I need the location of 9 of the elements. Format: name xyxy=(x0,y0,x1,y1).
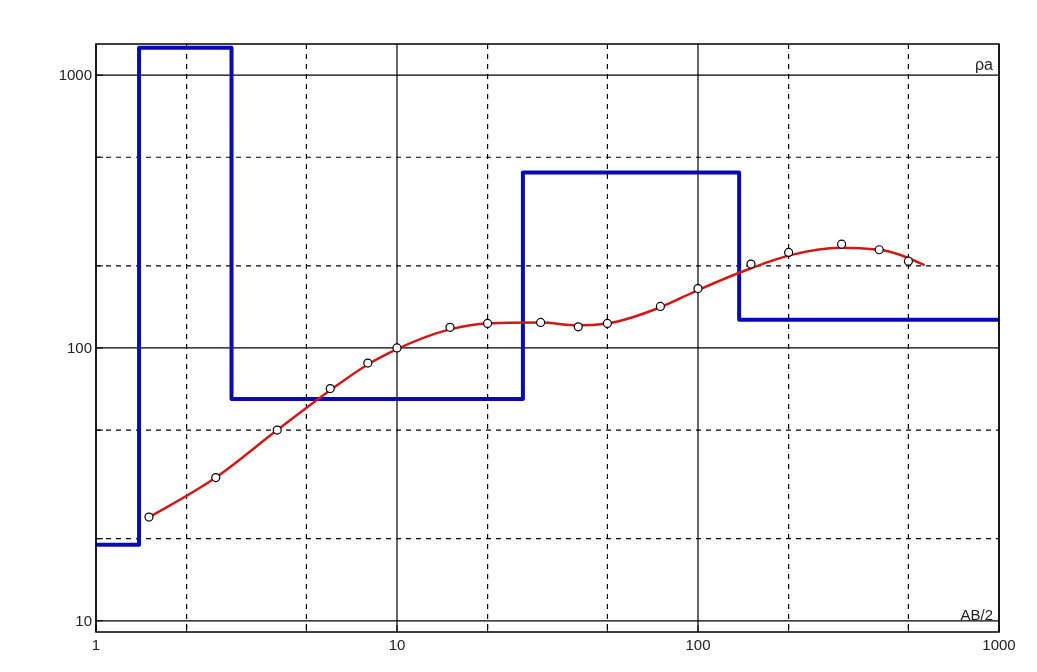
y-axis-title: ρa xyxy=(975,56,994,73)
x-tick-label: 1 xyxy=(91,636,101,653)
x-axis-title: AB/2 xyxy=(960,606,993,623)
x-tick-label: 10 xyxy=(388,636,406,653)
y-tick-label: 10 xyxy=(75,611,92,629)
x-tick-label: 100 xyxy=(685,636,711,653)
y-tick-label: 100 xyxy=(66,338,92,356)
x-tick-label: 1000 xyxy=(982,636,1016,653)
y-tick-label: 1000 xyxy=(58,66,92,84)
